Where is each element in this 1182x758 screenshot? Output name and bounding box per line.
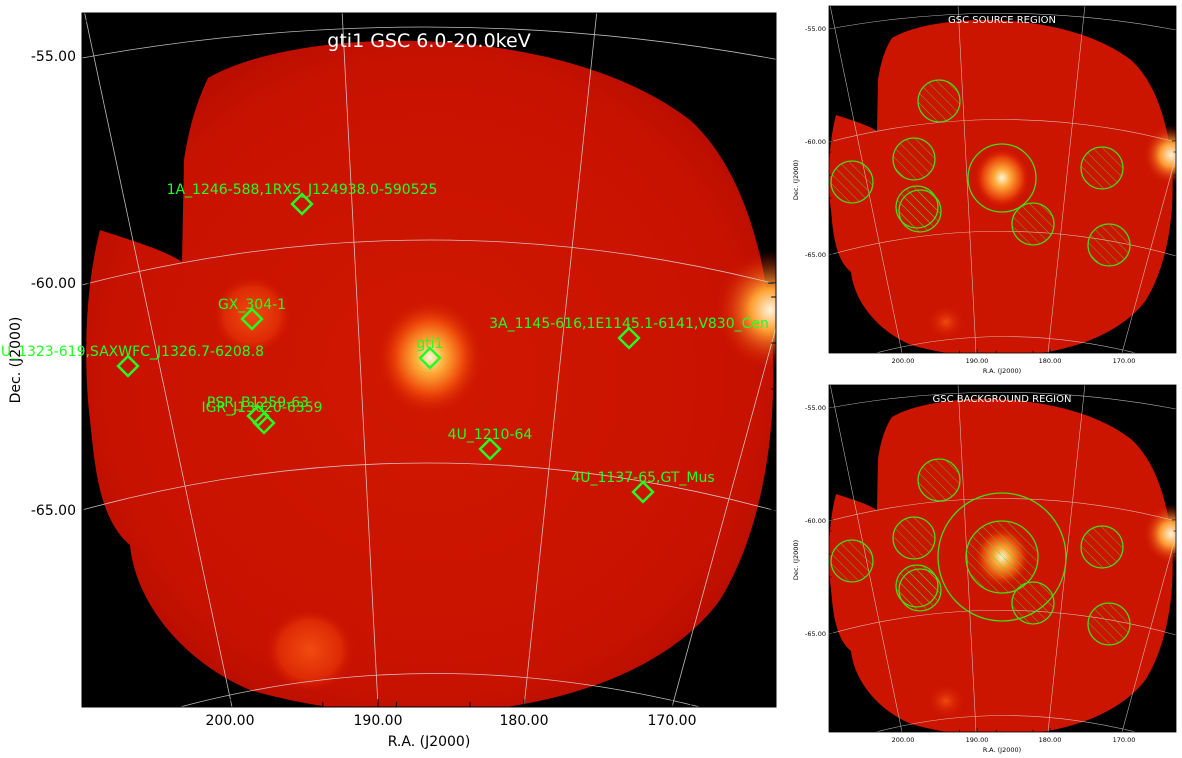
source-marker[interactable] [617,326,641,350]
main-xtick-label: 170.00 [648,713,697,729]
exclusion-region [1087,602,1131,646]
source-label: 4U_1137-65,GT_Mus [571,470,714,486]
source-marker[interactable] [290,192,314,216]
source-label: 3A_1145-616,1E1145.1-6141,V830_Cen [489,316,769,332]
background-xtick-label: 200.00 [892,736,915,744]
background-xtick-label: 190.00 [966,736,989,744]
main-axes-frame [81,12,777,708]
source-label: gti1 [416,336,443,352]
background-xaxis-label: R.A. (J2000) [983,746,1021,754]
main-title: gti1 GSC 6.0-20.0keV [327,30,530,52]
background-panel-title: GSC BACKGROUND REGION [933,394,1072,405]
source-label: GX_304-1 [218,297,286,313]
source-blob-gx304 [212,275,292,355]
background-ytick-label: -65.00 [805,630,826,638]
source-xtick-label: 200.00 [892,357,915,365]
main-xtick-label: 180.00 [500,713,549,729]
exclusion-region [1080,525,1124,569]
source-marker[interactable] [116,354,140,378]
background-exclusion-regions [830,458,1131,646]
source-marker[interactable] [246,404,270,428]
source-ytick-label: -60.00 [805,138,826,146]
exclusion-regions [830,79,1131,267]
main-image-panel: gti1 GSC 6.0-20.0keV -55.00 -60.00 -65.0… [0,12,777,750]
source-blob-gti1 [974,148,1030,208]
exclusion-region [898,568,942,612]
exclusion-region [892,137,936,181]
source-label: 4U_1323-619,SAXWFC_J1326.7-6208.8 [0,344,264,360]
exclusion-region [965,520,1039,594]
source-xtick-label: 180.00 [1039,357,1062,365]
source-blob-lower [265,608,355,692]
source-marker[interactable] [418,346,442,370]
source-marker[interactable] [478,437,502,461]
source-yaxis-label: Dec. (J2000) [792,160,800,200]
source-markers [116,192,655,504]
source-label: IGR_J13020-6359 [201,400,322,416]
source-xtick-label: 190.00 [966,357,989,365]
background-region-panel: GSC BACKGROUND REGION -55.00 -60.00 -65.… [792,384,1177,754]
source-region-panel: GSC SOURCE REGION -55.00 -60.00 -65.00 2… [792,5,1177,375]
main-tick-marks [82,13,776,707]
exclusion-region [917,458,961,502]
source-marker[interactable] [240,307,264,331]
source-ytick-label: -65.00 [805,251,826,259]
main-ytick-label: -65.00 [31,503,76,519]
source-marker[interactable] [252,411,276,435]
background-yaxis-label: Dec. (J2000) [792,540,800,580]
main-xtick-label: 190.00 [354,713,403,729]
exclusion-region [917,79,961,123]
source-xtick-label: 170.00 [1113,357,1136,365]
background-xtick-label: 180.00 [1039,736,1062,744]
exclusion-region [1011,581,1055,625]
exclusion-region [1080,146,1124,190]
main-ytick-label: -60.00 [31,276,76,292]
main-xtick-label: 200.00 [206,713,255,729]
main-yaxis-label: Dec. (J2000) [8,317,24,404]
background-ytick-label: -60.00 [805,517,826,525]
source-label: 4U_1210-64 [448,427,533,443]
source-xaxis-label: R.A. (J2000) [983,367,1021,375]
source-marker[interactable] [631,480,655,504]
source-blob-lower [926,304,966,340]
exclusion-region [830,160,874,204]
background-blob-lower [926,683,966,719]
exclusion-region [1087,223,1131,267]
background-axes-frame [828,384,1177,733]
exclusion-region [898,189,942,233]
exclusion-region [892,516,936,560]
background-ytick-label: -55.00 [805,404,826,412]
main-xaxis-label: R.A. (J2000) [388,734,471,750]
source-blob-gti1 [375,297,485,417]
source-ytick-label: -55.00 [805,25,826,33]
source-label: 1A_1246-588,1RXS_J124938.0-590525 [167,182,438,198]
coordinate-grid [82,13,776,707]
main-ytick-label: -55.00 [31,49,76,65]
exclusion-region [830,539,874,583]
background-xtick-label: 170.00 [1113,736,1136,744]
source-label: PSR_B1259-63 [207,395,309,411]
source-panel-title: GSC SOURCE REGION [948,15,1056,26]
exclusion-region [1011,202,1055,246]
source-region-circle [967,143,1037,213]
background-annulus-outer [937,492,1067,622]
source-axes-frame [828,5,1177,354]
